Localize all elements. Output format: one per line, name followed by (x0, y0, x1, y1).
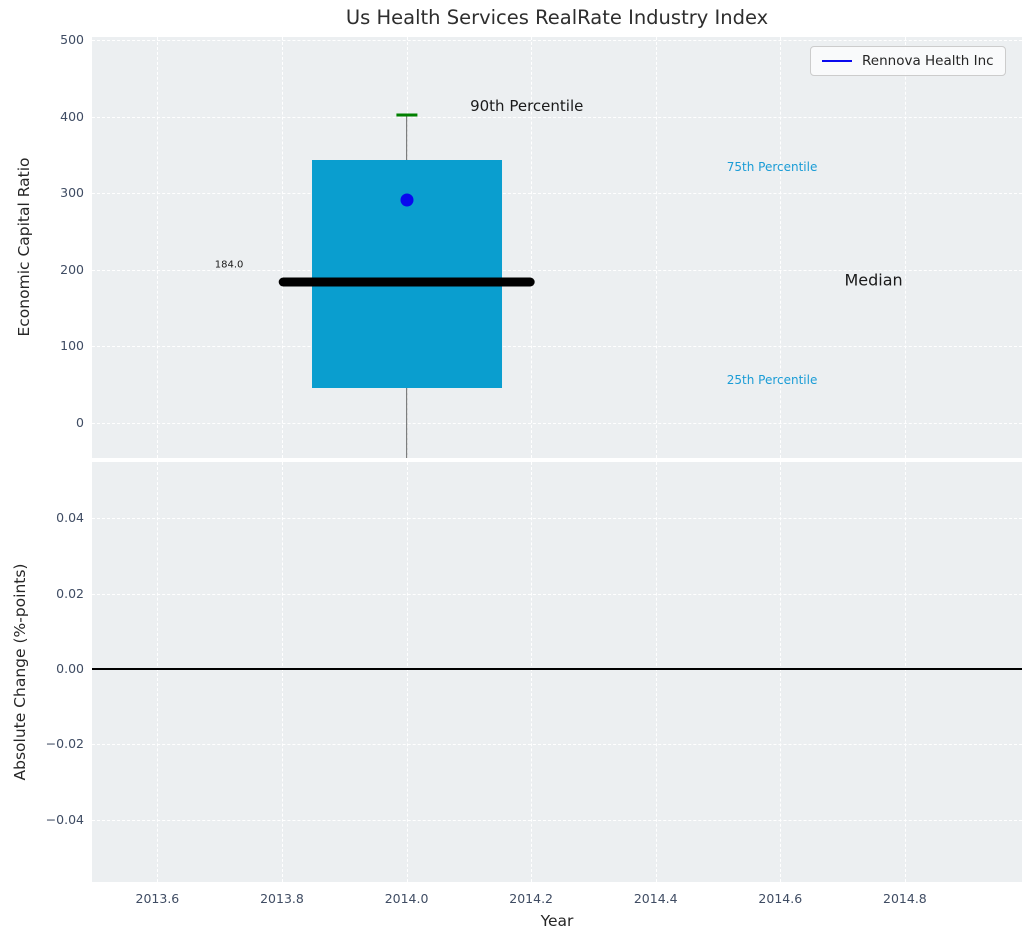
gridline-x (531, 462, 533, 882)
gridline-x (904, 37, 906, 458)
x-tick-label: 2014.0 (384, 891, 429, 906)
gridline-x (780, 37, 782, 458)
gridline-y (92, 593, 1022, 595)
x-tick-label: 2013.6 (135, 891, 180, 906)
gridline-x (780, 462, 782, 882)
gridline-x (655, 37, 657, 458)
annotation-label-median: Median (844, 270, 903, 290)
gridline-y (92, 744, 1022, 746)
x-tick-label: 2014.2 (509, 891, 554, 906)
gridline-x (281, 37, 283, 458)
gridline-y (92, 819, 1022, 821)
x-tick-label: 2013.8 (260, 891, 304, 906)
y-tick-label: 200 (60, 261, 84, 277)
gridline-x (655, 462, 657, 882)
y-tick-label: 100 (60, 338, 84, 354)
annotation-label-median-value: 184.0 (214, 259, 244, 271)
x-tick-label: 2014.8 (883, 891, 927, 906)
legend[interactable]: Rennova Health Inc (810, 46, 1006, 76)
gridline-x (531, 37, 533, 458)
gridline-x (904, 462, 906, 882)
gridline-x (281, 462, 283, 882)
y-tick-label: 0.00 (56, 660, 84, 676)
y-tick-label: 0.02 (56, 585, 84, 601)
median-line (278, 277, 535, 287)
x-tick-label: 2014.4 (633, 891, 678, 906)
gridline-y (92, 518, 1022, 520)
gridline-y (92, 422, 1022, 424)
y-tick-label: −0.04 (45, 811, 84, 827)
y-tick-label: 0.04 (56, 510, 84, 526)
gridline-x (157, 37, 159, 458)
cap-90th-percentile (395, 113, 418, 117)
y-tick-label: 300 (60, 185, 84, 201)
gridline-y (92, 116, 1022, 118)
y-tick-label: −0.02 (45, 736, 84, 752)
legend-label: Rennova Health Inc (862, 53, 994, 69)
annotation-label-75th-percentile: 75th Percentile (726, 160, 818, 175)
gridline-y (92, 346, 1022, 348)
x-tick-label: 2014.6 (758, 891, 803, 906)
x-axis-label: Year (540, 912, 574, 930)
legend-line-sample (822, 60, 852, 62)
chart-title: Us Health Services RealRate Industry Ind… (345, 6, 769, 29)
axes-top-economic-capital-ratio: 90th Percentile 184.0 75th Percentile Media… (92, 37, 1022, 458)
annotation-label-25th-percentile: 25th Percentile (726, 372, 818, 387)
axes-bottom-absolute-change (92, 462, 1022, 882)
zero-line (92, 668, 1022, 670)
gridline-x (157, 462, 159, 882)
annotation-label-90th-percentile: 90th Percentile (470, 96, 584, 115)
gridline-y (92, 40, 1022, 42)
gridline-y (92, 193, 1022, 195)
company-point (400, 193, 414, 207)
gridline-x (406, 462, 408, 882)
y-tick-label: 500 (60, 32, 84, 48)
gridline-y (92, 269, 1022, 271)
y-tick-label: 400 (60, 108, 84, 124)
y-tick-label: 0 (76, 414, 84, 430)
